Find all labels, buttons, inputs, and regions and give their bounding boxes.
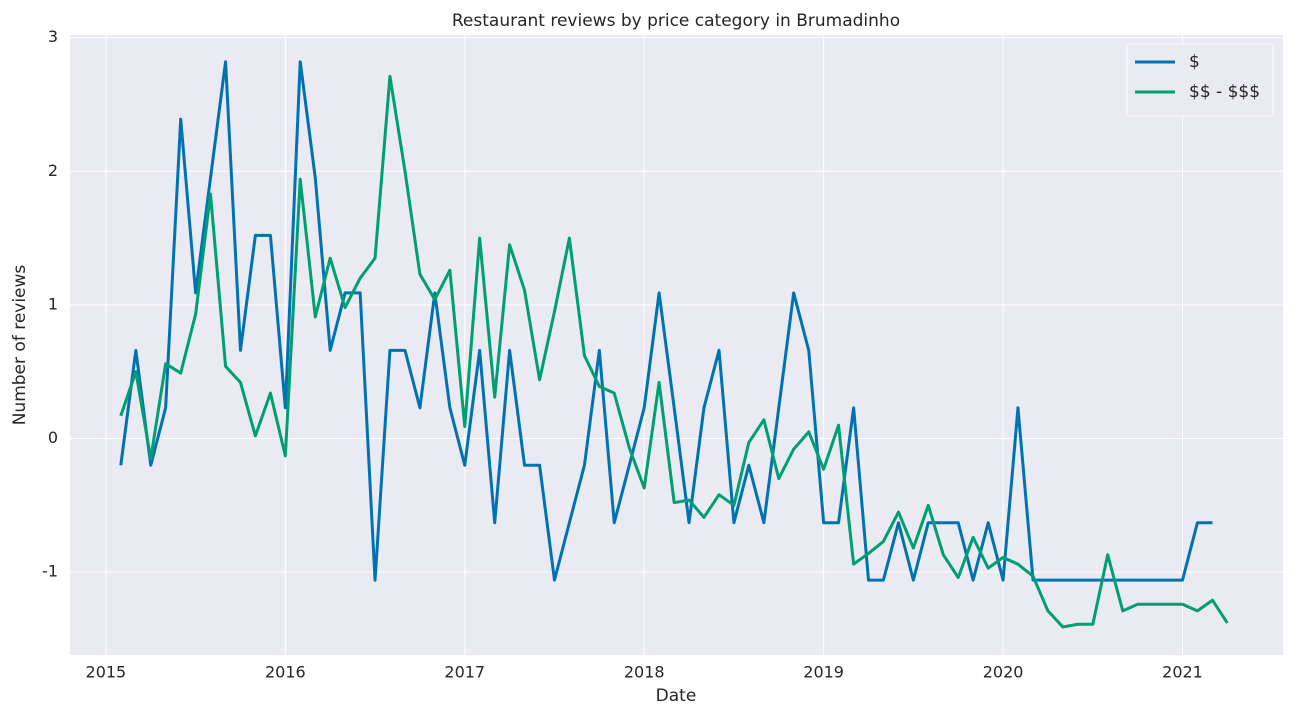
y-tick-label: 3 (48, 27, 58, 46)
series-line (119, 74, 1229, 629)
y-tick-label: 1 (48, 294, 58, 313)
x-tick-label: 2016 (265, 663, 306, 682)
legend-box (1126, 43, 1274, 117)
x-tick-label: 2019 (803, 663, 844, 682)
x-tick-label: 2018 (624, 663, 665, 682)
y-axis-label: Number of reviews (10, 265, 30, 426)
chart-title: Restaurant reviews by price category in … (452, 11, 900, 31)
legend-label: $ (1189, 52, 1200, 72)
x-tick-label: 2021 (1162, 663, 1203, 682)
series-line (119, 60, 1213, 582)
x-axis-label: Date (656, 686, 697, 706)
x-tick-label: 2020 (983, 663, 1024, 682)
legend-label: $$ - $$$ (1189, 82, 1260, 102)
x-tick-label: 2017 (444, 663, 485, 682)
y-tick-label: 2 (48, 161, 58, 180)
y-tick-label: 0 (48, 428, 58, 447)
y-tick-label: -1 (42, 562, 58, 581)
x-tick-label: 2015 (86, 663, 127, 682)
plot-area (70, 35, 1283, 655)
